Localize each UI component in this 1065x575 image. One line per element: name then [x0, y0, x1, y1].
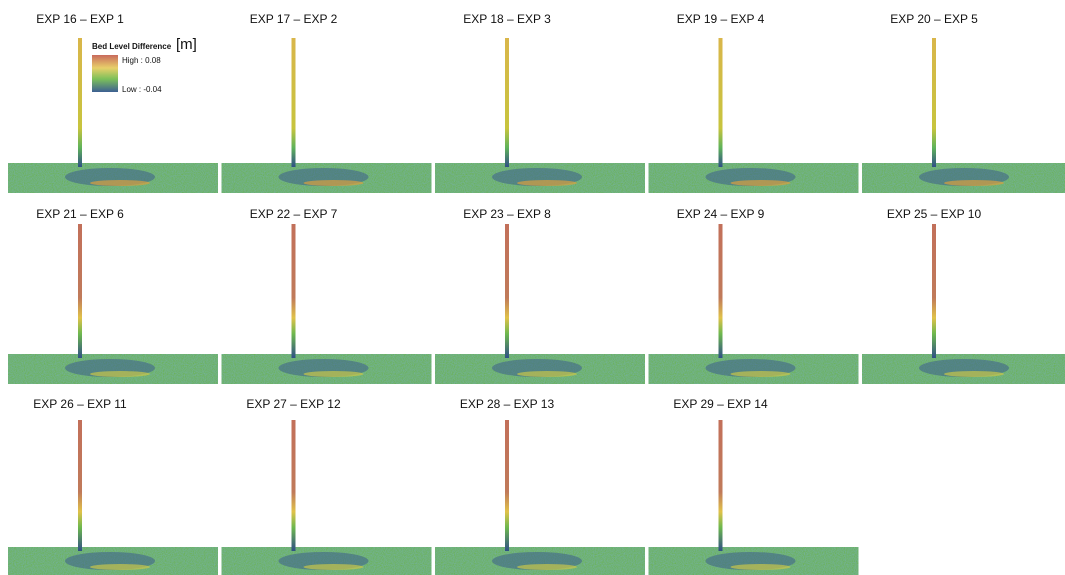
pier: [292, 224, 296, 358]
deposit-zone: [90, 564, 150, 570]
panel-label: EXP 22 – EXP 7: [250, 207, 338, 221]
pier: [719, 420, 723, 551]
legend-title: Bed Level Difference: [92, 42, 172, 51]
panel-label: EXP 29 – EXP 14: [673, 397, 768, 411]
panel: EXP 20 – EXP 5: [862, 12, 1065, 193]
panels: EXP 16 – EXP 1 EXP 17 – EXP 2 EXP 18 – EXP…: [8, 12, 1065, 575]
deposit-zone: [517, 180, 577, 186]
pier: [505, 38, 509, 167]
panel: EXP 25 – EXP 10: [862, 207, 1065, 384]
panel: EXP 22 – EXP 7: [222, 207, 432, 384]
panel: EXP 24 – EXP 9: [649, 207, 859, 384]
panel-label: EXP 18 – EXP 3: [463, 12, 551, 26]
deposit-zone: [944, 371, 1004, 377]
panel-label: EXP 21 – EXP 6: [36, 207, 124, 221]
pier: [719, 224, 723, 358]
pier: [78, 38, 82, 167]
pier: [932, 224, 936, 358]
panel-label: EXP 25 – EXP 10: [887, 207, 982, 221]
deposit-zone: [731, 371, 791, 377]
panel: EXP 28 – EXP 13: [435, 397, 645, 575]
panel: EXP 17 – EXP 2: [222, 12, 432, 193]
panel-label: EXP 23 – EXP 8: [463, 207, 551, 221]
panel: EXP 18 – EXP 3: [435, 12, 645, 193]
panel: EXP 21 – EXP 6: [8, 207, 218, 384]
panel-label: EXP 19 – EXP 4: [677, 12, 765, 26]
pier: [292, 38, 296, 167]
deposit-zone: [517, 371, 577, 377]
deposit-zone: [517, 564, 577, 570]
panel: EXP 19 – EXP 4: [649, 12, 859, 193]
pier: [505, 224, 509, 358]
legend-ramp: [92, 55, 118, 92]
deposit-zone: [304, 371, 364, 377]
panel-label: EXP 26 – EXP 11: [33, 397, 127, 411]
legend: Bed Level Difference [m] High : 0.08 Low…: [92, 36, 197, 94]
deposit-zone: [304, 564, 364, 570]
figure: EXP 16 – EXP 1 EXP 17 – EXP 2 EXP 18 – EXP…: [0, 0, 1065, 575]
legend-low: Low : -0.04: [122, 85, 162, 94]
panel-label: EXP 24 – EXP 9: [677, 207, 765, 221]
deposit-zone: [731, 180, 791, 186]
pier: [78, 224, 82, 358]
pier: [505, 420, 509, 551]
deposit-zone: [90, 180, 150, 186]
deposit-zone: [944, 180, 1004, 186]
deposit-zone: [90, 371, 150, 377]
legend-unit: [m]: [176, 36, 197, 53]
panel: EXP 23 – EXP 8: [435, 207, 645, 384]
legend-high: High : 0.08: [122, 56, 161, 65]
deposit-zone: [304, 180, 364, 186]
pier: [292, 420, 296, 551]
panel: EXP 26 – EXP 11: [8, 397, 218, 575]
panel-label: EXP 16 – EXP 1: [36, 12, 124, 26]
panel: EXP 27 – EXP 12: [222, 397, 432, 575]
deposit-zone: [731, 564, 791, 570]
pier: [719, 38, 723, 167]
pier: [78, 420, 82, 551]
panel-label: EXP 20 – EXP 5: [890, 12, 978, 26]
panel-label: EXP 28 – EXP 13: [460, 397, 555, 411]
panel-label: EXP 27 – EXP 12: [246, 397, 341, 411]
panel: EXP 29 – EXP 14: [649, 397, 859, 575]
panel-label: EXP 17 – EXP 2: [250, 12, 338, 26]
pier: [932, 38, 936, 167]
